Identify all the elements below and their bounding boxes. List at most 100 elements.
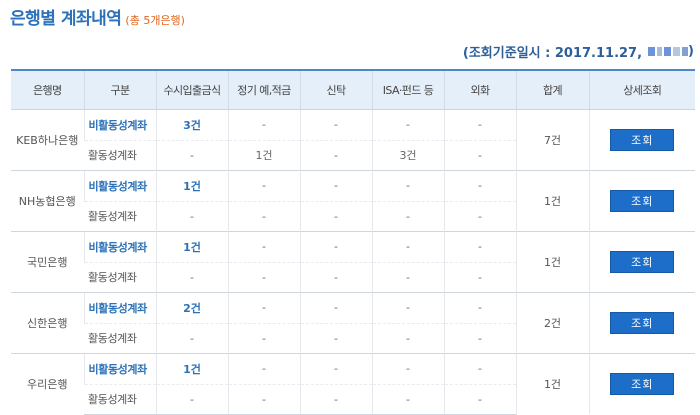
table-row: 활동성계좌 - - - - - <box>11 261 695 292</box>
account-count-cell: - <box>299 108 372 140</box>
table-row: KEB하나은행 비활동성계좌 3건 - - - -7건 조회 <box>11 108 695 170</box>
column-header: ISA·펀드 등 <box>371 69 444 110</box>
account-count-cell: - <box>227 169 300 201</box>
total-count: 2건 <box>515 291 589 353</box>
account-count-cell: - <box>227 383 300 415</box>
inactive-account-label: 비활동성계좌 <box>83 108 156 140</box>
detail-view-button[interactable]: 조회 <box>610 372 675 395</box>
account-count-cell: - <box>443 230 516 262</box>
account-count-cell: 1건 <box>155 352 228 384</box>
column-header: 합계 <box>515 69 589 110</box>
table-row: 활동성계좌 - - - - - <box>11 383 695 415</box>
bank-name: 국민은행 <box>11 230 84 292</box>
detail-view-button[interactable]: 조회 <box>610 128 675 151</box>
account-count-cell: - <box>227 322 300 353</box>
bank-count-subtitle: (총 5개은행) <box>125 14 185 27</box>
account-count-cell: - <box>299 200 372 231</box>
account-count-cell: - <box>371 108 444 140</box>
table-row: 신한은행 비활동성계좌 2건 - - - -2건 조회 <box>11 291 695 353</box>
detail-cell: 조회 <box>588 352 695 414</box>
account-count-cell: - <box>299 383 372 415</box>
detail-cell: 조회 <box>588 108 695 170</box>
account-count-cell: - <box>371 169 444 201</box>
total-count: 1건 <box>515 169 589 231</box>
account-count-cell: - <box>371 383 444 415</box>
account-count-cell: - <box>299 169 372 201</box>
account-count-cell: 3건 <box>371 139 444 170</box>
page-header: 은행별 계좌내역 (총 5개은행) <box>10 4 185 30</box>
column-header: 정기 예,적금 <box>227 69 300 110</box>
table-row: 우리은행 비활동성계좌 1건 - - - -1건 조회 <box>11 352 695 414</box>
account-count-cell: - <box>299 322 372 353</box>
active-account-label: 활동성계좌 <box>84 200 156 231</box>
bank-name: NH농협은행 <box>11 169 84 231</box>
account-count-cell: - <box>371 322 444 353</box>
query-date-close: ) <box>688 44 694 59</box>
column-header: 은행명 <box>11 69 84 110</box>
column-header: 수시입출금식 <box>155 69 228 110</box>
redacted-time-icon <box>648 47 689 56</box>
account-count-cell: - <box>155 139 228 170</box>
inactive-account-label: 비활동성계좌 <box>83 291 156 323</box>
column-header: 상세조회 <box>588 69 695 110</box>
table-row: 활동성계좌 - - - - - <box>11 200 695 231</box>
table-row: 활동성계좌 -1건 -3건 - <box>11 139 695 170</box>
account-count-cell: 1건 <box>227 139 300 170</box>
total-count: 1건 <box>515 230 589 292</box>
account-count-cell: - <box>371 230 444 262</box>
account-count-cell: - <box>443 200 516 231</box>
account-count-cell: - <box>227 291 300 323</box>
account-count-cell: - <box>155 200 228 231</box>
column-header: 외화 <box>443 69 516 110</box>
account-count-cell: - <box>227 108 300 140</box>
page-title: 은행별 계좌내역 <box>10 9 122 29</box>
inactive-account-label: 비활동성계좌 <box>83 169 156 201</box>
account-count-cell: 1건 <box>155 169 228 201</box>
account-count-cell: - <box>155 322 228 353</box>
account-count-cell: - <box>443 261 516 292</box>
account-count-cell: - <box>371 291 444 323</box>
table-row: 국민은행 비활동성계좌 1건 - - - -1건 조회 <box>11 230 695 292</box>
account-count-cell: - <box>299 230 372 262</box>
account-count-cell: - <box>227 200 300 231</box>
query-date: (조회기준일시 : 2017.11.27, ) <box>463 42 694 61</box>
detail-view-button[interactable]: 조회 <box>610 189 675 212</box>
account-count-cell: - <box>443 139 516 170</box>
account-count-cell: - <box>299 139 372 170</box>
active-account-label: 활동성계좌 <box>84 322 156 353</box>
total-count: 1건 <box>515 352 589 414</box>
account-count-cell: 1건 <box>155 230 228 262</box>
account-count-cell: - <box>443 169 516 201</box>
account-count-cell: - <box>371 261 444 292</box>
inactive-account-label: 비활동성계좌 <box>83 230 156 262</box>
account-count-cell: - <box>299 352 372 384</box>
table-header-row: 은행명 구분 수시입출금식 정기 예,적금 신탁 ISA·펀드 등 외화 합계 상세조회 <box>11 69 695 110</box>
active-account-label: 활동성계좌 <box>84 139 156 170</box>
account-count-cell: - <box>299 291 372 323</box>
detail-view-button[interactable]: 조회 <box>610 311 675 334</box>
bank-name: 신한은행 <box>11 291 84 353</box>
account-table: 은행명 구분 수시입출금식 정기 예,적금 신탁 ISA·펀드 등 외화 합계 상세조회 KEB… <box>11 69 695 415</box>
detail-cell: 조회 <box>588 169 695 231</box>
column-header: 신탁 <box>299 69 372 110</box>
account-count-cell: - <box>443 383 516 415</box>
column-header: 구분 <box>83 69 156 110</box>
account-count-cell: - <box>155 383 228 415</box>
account-count-cell: - <box>443 352 516 384</box>
account-count-cell: - <box>371 200 444 231</box>
account-count-cell: - <box>227 352 300 384</box>
table-row: 활동성계좌 - - - - - <box>11 322 695 353</box>
table-row: NH농협은행 비활동성계좌 1건 - - - -1건 조회 <box>11 169 695 231</box>
account-count-cell: - <box>227 230 300 262</box>
query-date-label: (조회기준일시 : 2017.11.27, <box>462 46 643 61</box>
account-count-cell: - <box>299 261 372 292</box>
account-count-cell: - <box>227 261 300 292</box>
account-count-cell: - <box>155 261 228 292</box>
detail-view-button[interactable]: 조회 <box>610 250 675 273</box>
detail-cell: 조회 <box>588 230 695 292</box>
account-count-cell: 3건 <box>155 108 228 140</box>
active-account-label: 활동성계좌 <box>84 383 156 415</box>
total-count: 7건 <box>515 108 589 170</box>
account-count-cell: - <box>443 322 516 353</box>
bank-name: 우리은행 <box>11 352 84 414</box>
